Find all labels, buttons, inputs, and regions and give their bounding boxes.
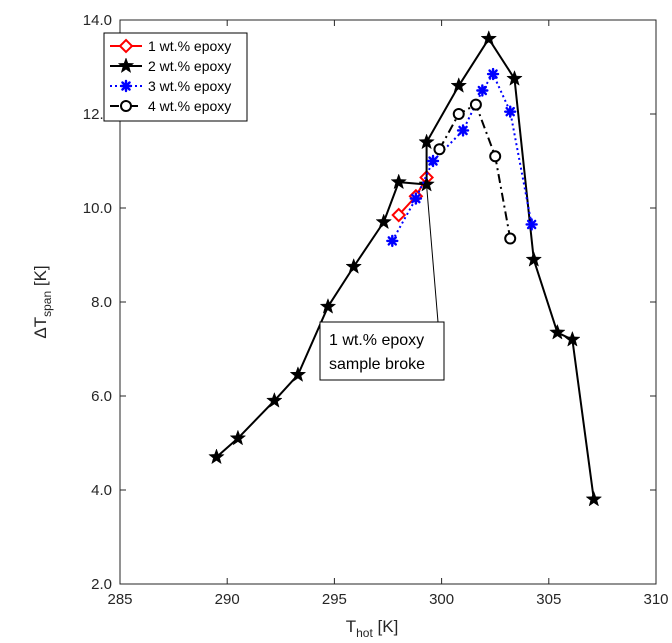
data-point-4-4 [489,150,502,163]
annotation-arrow [426,185,439,323]
data-point-4-1 [433,143,446,156]
data-point-4-3 [469,98,482,111]
series-line-3 [391,73,533,242]
annotation: 1 wt.% epoxy sample broke [319,185,445,381]
y-tick-label: 8.0 [91,294,112,311]
data-point-3-8 [525,218,538,231]
data-point-3-1 [386,234,399,248]
data-point-3-2 [409,192,423,205]
data-point-2-11 [450,77,468,93]
legend-item-1: 1 wt.% epoxy [110,38,231,54]
data-point-2-5 [319,297,337,314]
data-point-2-14 [525,250,543,267]
annotation-box [319,321,445,381]
data-point-4-2 [452,108,465,120]
x-tick-label: 305 [536,591,561,608]
legend: 1 wt.% epoxy 2 wt.% epoxy 3 wt.% epoxy 4 wt… [103,32,248,122]
legend-marker [118,38,134,54]
data-point-2-17 [585,490,603,507]
legend-marker [120,100,132,112]
legend-label: 3 wt.% epoxy [148,78,231,94]
axis-labels: Thot [K] ΔTspan [K] [31,265,398,640]
data-point-2-1 [208,448,225,465]
y-tick-label: 6.0 [91,388,112,405]
legend-label: 1 wt.% epoxy [148,38,231,54]
legend-label: 2 wt.% epoxy [148,58,231,74]
series-3 [386,67,538,248]
data-point-2-12 [480,30,498,46]
data-point-2-15 [549,323,566,340]
data-point-2-3 [266,391,283,408]
annotation-line-1: 1 wt.% epoxy [329,332,424,349]
y-tick-label: 4.0 [91,482,112,499]
data-point-4-5 [504,232,517,245]
legend-item-3: 3 wt.% epoxy [110,78,231,94]
data-point-2-16 [564,330,581,347]
data-point-2-8 [390,173,408,190]
data-point-2-13 [506,70,523,86]
x-tick-label: 310 [643,591,668,608]
x-axis-label: Thot [K] [346,617,399,640]
y-axis-label: ΔTspan [K] [31,265,54,338]
series-4 [433,98,517,245]
data-point-2-4 [289,366,307,382]
legend-marker [117,57,135,74]
annotation-line-2: sample broke [329,356,425,373]
data-point-3-3 [426,154,440,168]
y-tick-label: 2.0 [91,576,112,593]
legend-marker [119,79,133,93]
y-tick-label: 10.0 [83,200,112,217]
legend-label: 4 wt.% epoxy [148,98,231,114]
legend-item-4: 4 wt.% epoxy [110,98,231,114]
series-layer [208,30,603,507]
data-point-3-7 [504,105,517,118]
x-tick-label: 300 [429,591,454,608]
x-tick-label: 295 [322,591,347,608]
y-tick-label: 14.0 [83,12,112,29]
x-tick-label: 285 [107,591,132,608]
data-point-2-6 [345,258,362,274]
data-point-2-10 [418,133,435,150]
data-point-3-4 [456,124,470,137]
legend-item-2: 2 wt.% epoxy [110,57,231,74]
data-point-2-7 [375,213,393,230]
data-point-1-1 [391,207,407,223]
x-tick-label: 290 [215,591,240,608]
data-point-3-6 [486,67,500,81]
data-point-2-2 [229,429,247,446]
data-point-3-5 [476,84,489,97]
